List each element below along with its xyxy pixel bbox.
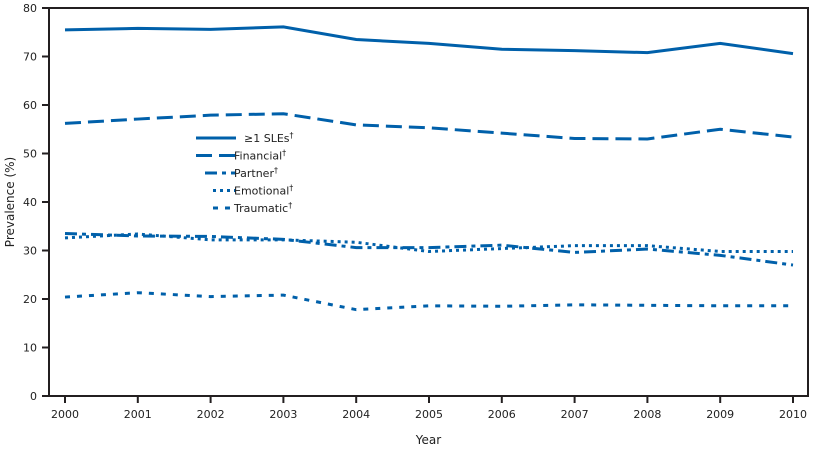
x-tick-label: 2002 — [197, 408, 225, 421]
y-tick-label: 0 — [30, 390, 37, 403]
legend-label-sles: ≥1 SLEs† — [244, 131, 294, 145]
y-axis-label: Prevalence (%) — [3, 157, 17, 247]
legend-footnote-mark: † — [274, 166, 278, 175]
y-tick-label: 10 — [23, 342, 37, 355]
x-tick-label: 2005 — [415, 408, 443, 421]
x-tick-label: 2004 — [342, 408, 370, 421]
x-tick-label: 2000 — [51, 408, 79, 421]
legend-label-traumatic: Traumatic† — [233, 201, 292, 215]
legend-label-financial: Financial† — [234, 149, 286, 163]
legend-label-emotional: Emotional† — [234, 184, 293, 198]
legend-label-partner: Partner† — [234, 166, 278, 180]
y-tick-label: 30 — [23, 245, 37, 258]
y-tick-label: 70 — [23, 51, 37, 64]
plot-frame — [48, 7, 809, 397]
x-tick-label: 2008 — [633, 408, 661, 421]
y-tick-label: 80 — [23, 2, 37, 15]
series-line-short-dash — [64, 291, 793, 312]
y-tick-label: 60 — [23, 99, 37, 112]
x-tick-label: 2003 — [269, 408, 297, 421]
y-tick-label: 40 — [23, 196, 37, 209]
y-tick-label: 20 — [23, 293, 37, 306]
x-axis-label: Year — [415, 433, 441, 447]
legend-footnote-mark: † — [288, 201, 292, 210]
legend-footnote-mark: † — [282, 149, 286, 158]
x-tick-label: 2006 — [488, 408, 516, 421]
y-tick-label: 50 — [23, 148, 37, 161]
legend-footnote-mark: † — [289, 184, 293, 193]
series-line-solid — [64, 25, 794, 56]
series-line-long-dash — [64, 112, 794, 141]
series-line-dotted — [64, 232, 793, 253]
legend-footnote-mark: † — [290, 131, 294, 140]
series-line-dash-dot — [64, 232, 794, 267]
x-tick-label: 2007 — [561, 408, 589, 421]
x-tick-label: 2010 — [779, 408, 807, 421]
x-tick-label: 2009 — [706, 408, 734, 421]
x-tick-label: 2001 — [124, 408, 152, 421]
